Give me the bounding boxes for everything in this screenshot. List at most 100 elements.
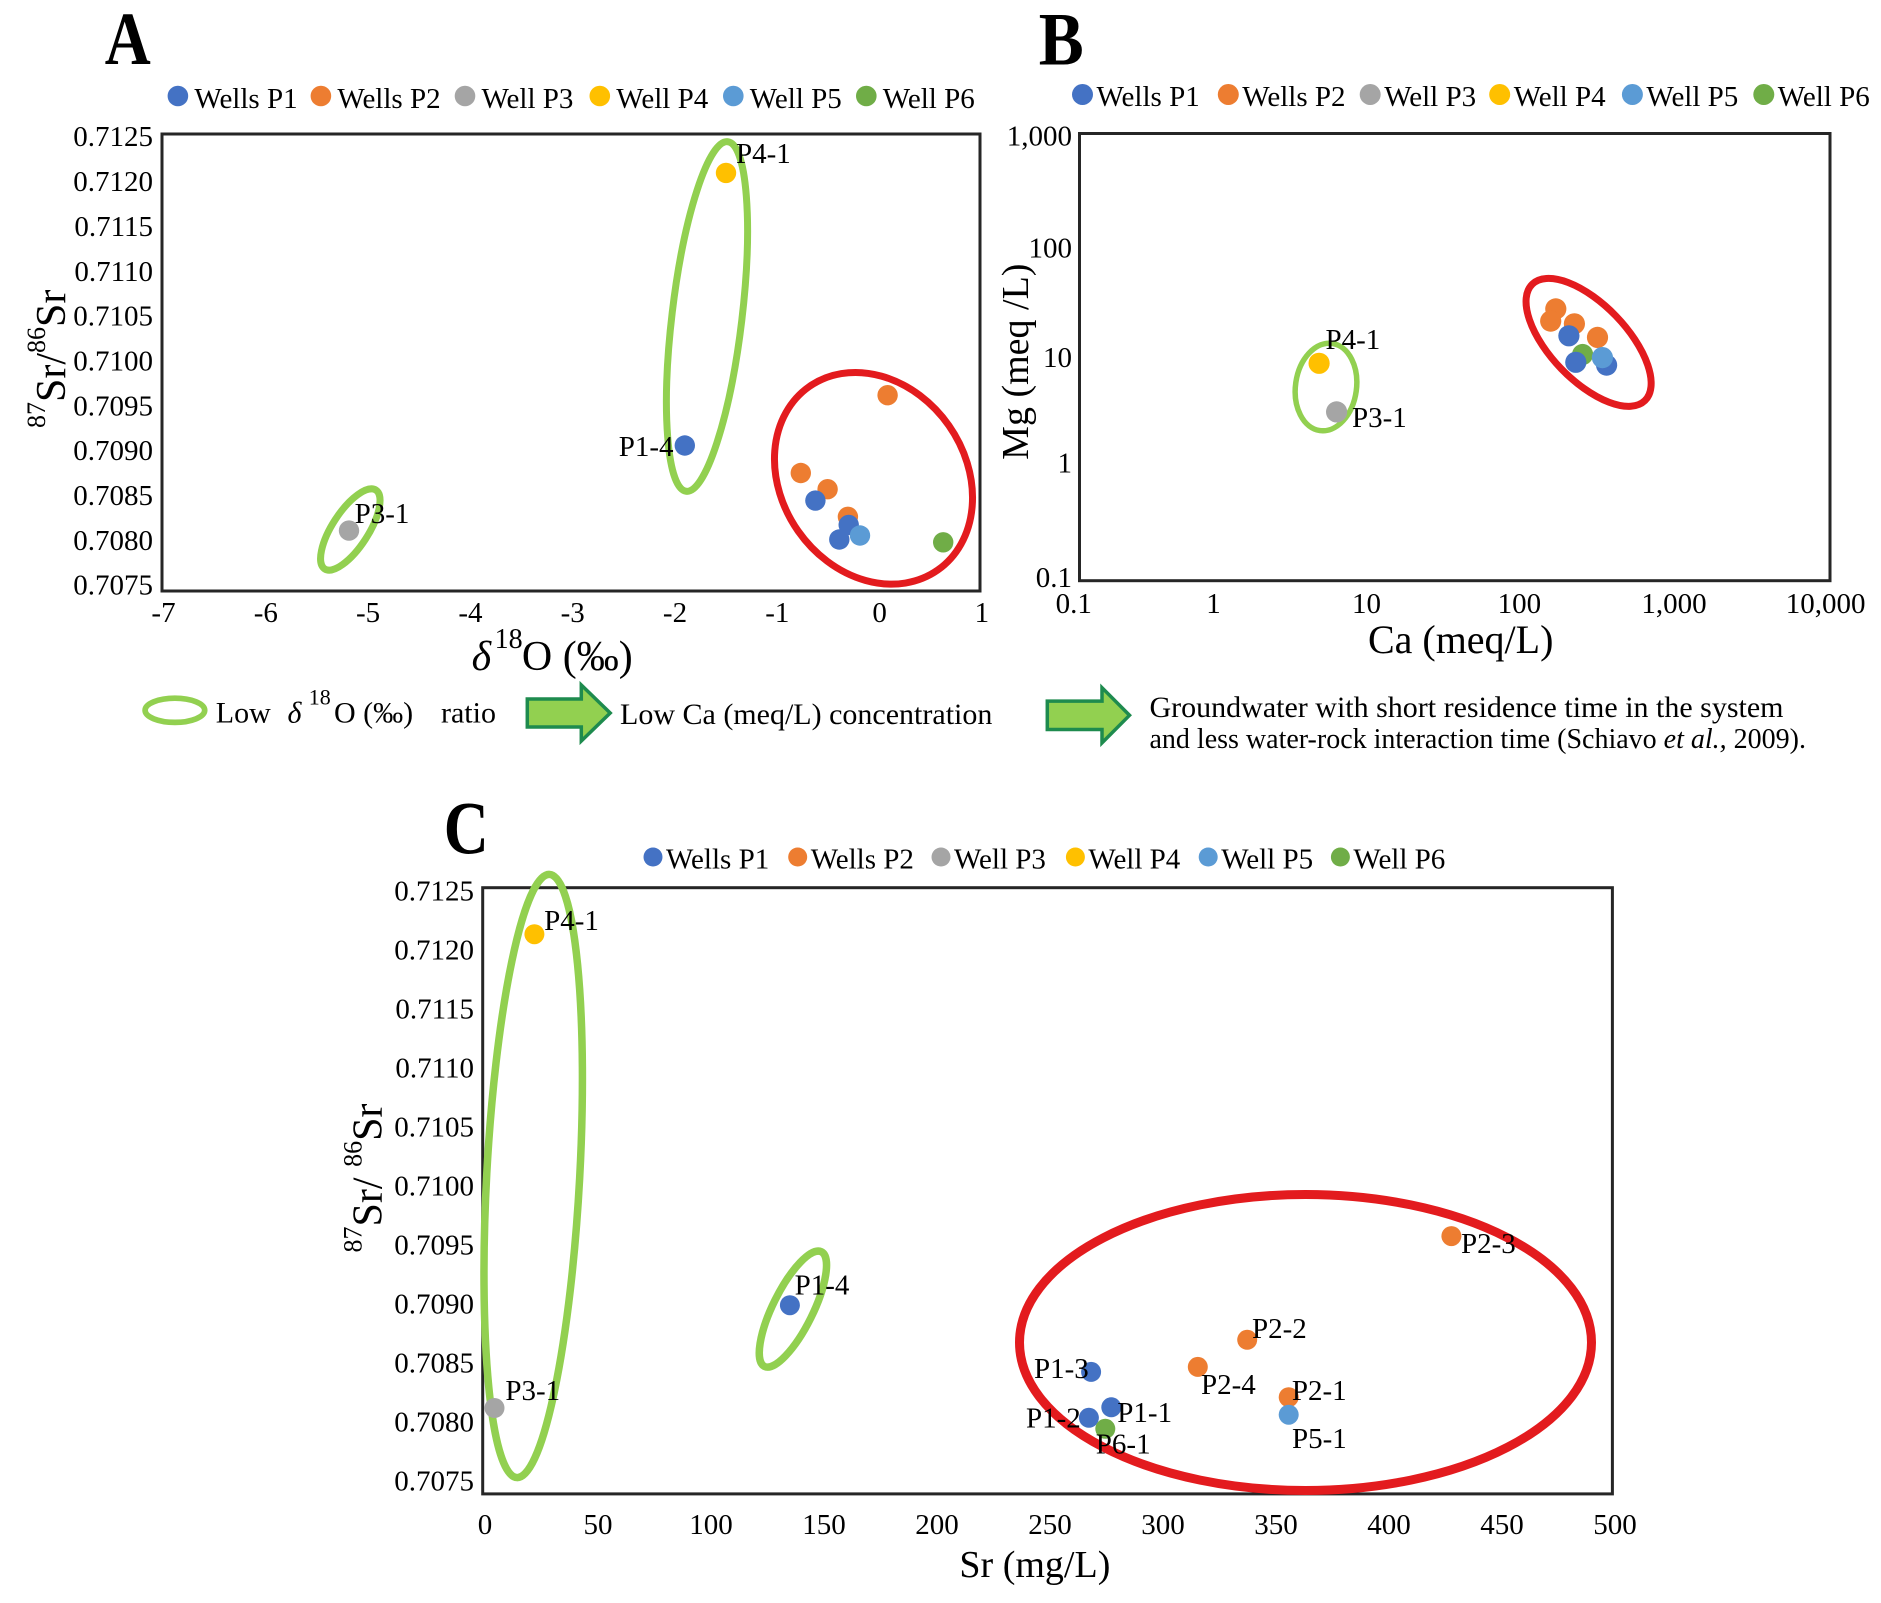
svg-text:Wells P2: Wells P2: [1242, 81, 1345, 113]
svg-text:Wells P2: Wells P2: [811, 844, 914, 876]
svg-text:Well P6: Well P6: [883, 83, 975, 115]
svg-text:P2-4: P2-4: [1201, 1369, 1256, 1401]
svg-text:1: 1: [1206, 588, 1221, 620]
svg-text:1,000: 1,000: [1641, 588, 1706, 620]
svg-text:50: 50: [584, 1509, 613, 1541]
svg-text:Well P5: Well P5: [1221, 844, 1313, 876]
svg-text:10: 10: [1043, 342, 1072, 374]
svg-text:0.7125: 0.7125: [73, 121, 153, 153]
svg-text:-1: -1: [765, 597, 789, 629]
svg-text:100: 100: [689, 1509, 733, 1541]
svg-text:P3-1: P3-1: [505, 1375, 560, 1407]
svg-text:150: 150: [802, 1509, 846, 1541]
svg-text:250: 250: [1028, 1509, 1072, 1541]
svg-text:0.7075: 0.7075: [394, 1466, 474, 1498]
svg-text:P2-3: P2-3: [1461, 1228, 1516, 1260]
svg-text:200: 200: [915, 1509, 959, 1541]
svg-text:0.7090: 0.7090: [73, 435, 153, 467]
svg-text:0.7105: 0.7105: [394, 1112, 474, 1144]
svg-text:Well P3: Well P3: [482, 83, 574, 115]
svg-text:10: 10: [1352, 588, 1381, 620]
svg-text:Ca (meq/L): Ca (meq/L): [1368, 617, 1554, 662]
svg-text:0.7125: 0.7125: [394, 876, 474, 908]
svg-text:0.7110: 0.7110: [74, 256, 153, 288]
svg-text:300: 300: [1141, 1509, 1185, 1541]
svg-text:Well P5: Well P5: [1646, 81, 1738, 113]
svg-text:Groundwater with short residen: Groundwater with short residence time in…: [1150, 691, 1784, 724]
svg-text:-5: -5: [356, 597, 380, 629]
svg-text:Well P5: Well P5: [750, 83, 842, 115]
svg-text:-4: -4: [458, 597, 483, 629]
svg-text:Well P4: Well P4: [616, 83, 708, 115]
svg-text:0.7105: 0.7105: [73, 301, 153, 333]
svg-text:-6: -6: [254, 597, 278, 629]
svg-text:P2-1: P2-1: [1292, 1375, 1347, 1407]
svg-text:0.7115: 0.7115: [74, 211, 153, 243]
svg-text:Well P6: Well P6: [1778, 81, 1870, 113]
svg-text:-2: -2: [663, 597, 687, 629]
svg-text:Wells P2: Wells P2: [337, 83, 440, 115]
svg-text:450: 450: [1480, 1509, 1524, 1541]
svg-text:P3-1: P3-1: [355, 498, 410, 530]
svg-text:Well P4: Well P4: [1088, 844, 1180, 876]
svg-text:0.7120: 0.7120: [394, 935, 474, 967]
svg-text:-3: -3: [561, 597, 585, 629]
svg-text:P5-1: P5-1: [1292, 1423, 1347, 1455]
svg-text:B: B: [1039, 0, 1084, 82]
svg-text:P6-1: P6-1: [1096, 1429, 1151, 1461]
svg-text:P1-4: P1-4: [619, 431, 674, 463]
svg-text:1: 1: [975, 597, 990, 629]
svg-text:0.7120: 0.7120: [73, 166, 153, 198]
svg-text:P4-1: P4-1: [544, 905, 599, 937]
svg-text:1: 1: [1058, 448, 1073, 480]
svg-text:P2-2: P2-2: [1252, 1313, 1307, 1345]
svg-text:100: 100: [1498, 588, 1542, 620]
svg-text:0.7090: 0.7090: [394, 1289, 474, 1321]
svg-text:0.7095: 0.7095: [394, 1230, 474, 1262]
svg-text:0.7085: 0.7085: [73, 480, 153, 512]
svg-text:P3-1: P3-1: [1352, 402, 1407, 434]
svg-text:P1-1: P1-1: [1117, 1397, 1172, 1429]
svg-text:P4-1: P4-1: [1326, 324, 1381, 356]
svg-text:Sr (mg/L): Sr (mg/L): [959, 1544, 1110, 1586]
svg-text:350: 350: [1254, 1509, 1298, 1541]
svg-text:and less water-rock interactio: and less water-rock interaction time (Sc…: [1150, 724, 1806, 755]
svg-text:0.7085: 0.7085: [394, 1348, 474, 1380]
svg-text:0.7075: 0.7075: [73, 570, 153, 602]
svg-text:Well P3: Well P3: [1384, 81, 1476, 113]
svg-text:0: 0: [872, 597, 887, 629]
svg-text:Well P4: Well P4: [1514, 81, 1606, 113]
svg-text:Wells P1: Wells P1: [1097, 81, 1200, 113]
svg-text:0.7100: 0.7100: [73, 345, 153, 377]
svg-text:87Sr/86Sr: 87Sr/86Sr: [22, 290, 75, 428]
svg-text:0.7080: 0.7080: [73, 525, 153, 557]
svg-text:0.7095: 0.7095: [73, 390, 153, 422]
svg-text:0.7110: 0.7110: [395, 1053, 474, 1085]
svg-text:0.7080: 0.7080: [394, 1407, 474, 1439]
svg-text:400: 400: [1367, 1509, 1411, 1541]
svg-text:0: 0: [478, 1509, 493, 1541]
svg-text:Wells P1: Wells P1: [666, 844, 769, 876]
svg-text:P1-2: P1-2: [1026, 1402, 1081, 1434]
svg-text:Mg (meq /L): Mg (meq /L): [995, 264, 1037, 460]
svg-text:1,000: 1,000: [1007, 121, 1072, 153]
svg-text:87Sr/ 86Sr: 87Sr/ 86Sr: [339, 1104, 392, 1253]
svg-text:10,000: 10,000: [1786, 588, 1866, 620]
svg-text:0.1: 0.1: [1036, 562, 1072, 594]
svg-text:Well P3: Well P3: [954, 844, 1046, 876]
svg-text:Low Ca (meq/L) concentration: Low Ca (meq/L) concentration: [620, 698, 992, 731]
svg-text:P1-4: P1-4: [795, 1270, 850, 1302]
svg-text:C: C: [444, 788, 489, 871]
svg-text:0.1: 0.1: [1056, 588, 1092, 620]
svg-text:P4-1: P4-1: [736, 138, 791, 170]
svg-text:A: A: [105, 0, 151, 81]
svg-text:500: 500: [1593, 1509, 1637, 1541]
svg-text:100: 100: [1029, 233, 1073, 265]
svg-text:0.7115: 0.7115: [395, 994, 474, 1026]
svg-text:-7: -7: [151, 597, 175, 629]
svg-text:0.7100: 0.7100: [394, 1171, 474, 1203]
svg-text:Wells P1: Wells P1: [194, 83, 297, 115]
svg-text:P1-3: P1-3: [1034, 1353, 1089, 1385]
